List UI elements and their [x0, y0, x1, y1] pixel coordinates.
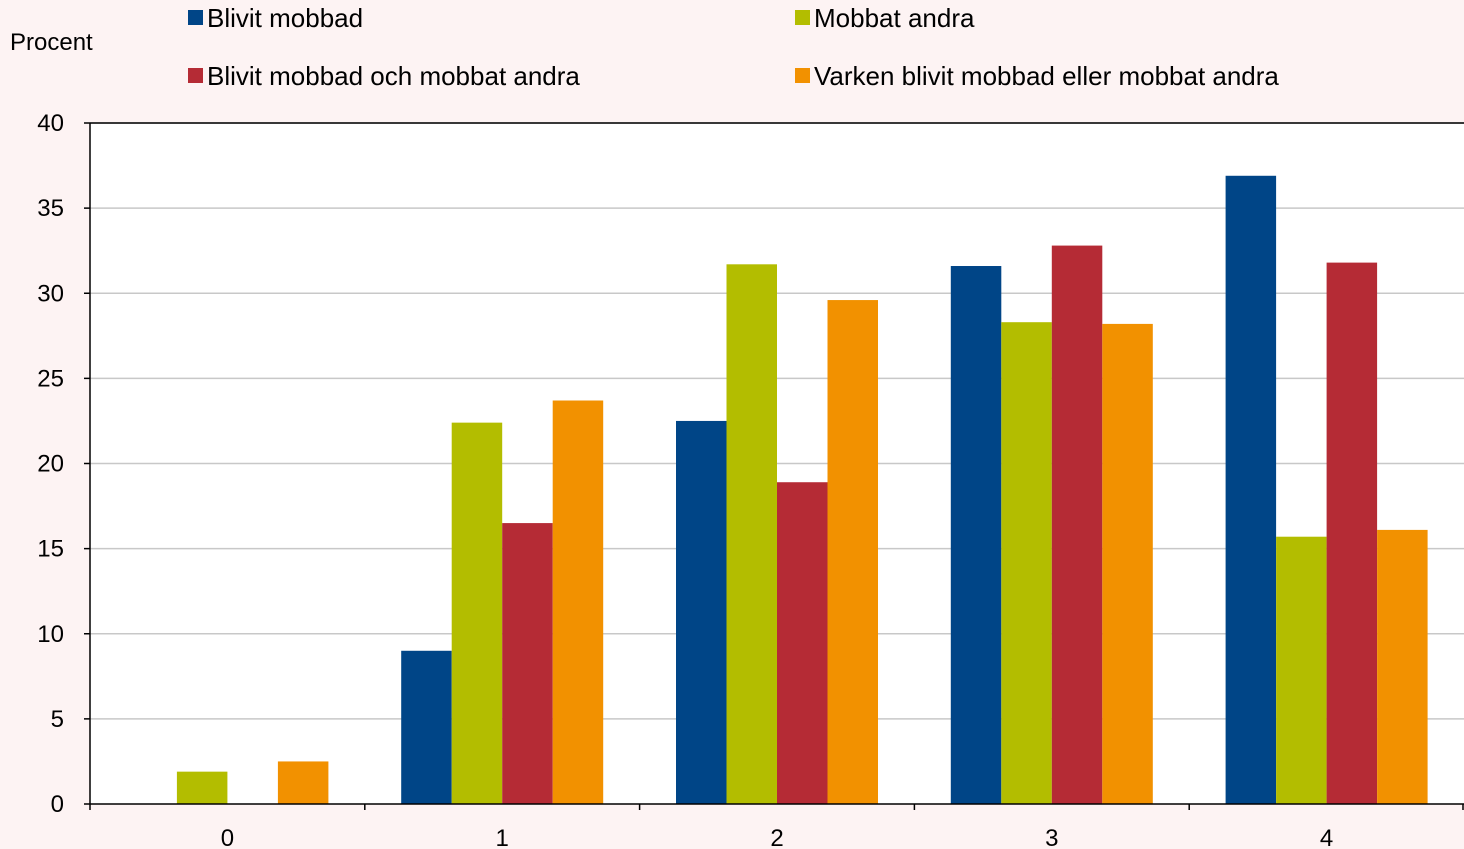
bar-2-3	[1051, 245, 1103, 804]
y-tick-label-0: 0	[51, 791, 64, 818]
bar-1-0	[176, 771, 228, 804]
legend-swatch-0	[188, 10, 203, 25]
y-tick-label-1: 5	[51, 706, 64, 733]
bar-1-2	[726, 264, 777, 804]
bars	[176, 175, 1428, 805]
bar-0-3	[950, 266, 1002, 804]
bar-3-0	[277, 761, 329, 804]
bar-3-4	[1377, 529, 1428, 804]
legend-label-2: Blivit mobbad och mobbat andra	[207, 61, 580, 91]
axes	[84, 122, 1464, 810]
legend-label-0: Blivit mobbad	[207, 3, 363, 33]
bar-0-4	[1225, 175, 1277, 805]
bar-1-3	[1001, 322, 1052, 804]
legend-swatch-2	[188, 68, 203, 83]
bar-0-1	[401, 650, 452, 804]
bar-2-2	[777, 482, 828, 804]
y-tick-label-7: 35	[37, 195, 64, 222]
y-tick-label-8: 40	[37, 110, 64, 137]
x-tick-label-2: 2	[770, 825, 783, 849]
x-tick-label-1: 1	[496, 825, 509, 849]
y-tick-label-4: 20	[37, 451, 64, 478]
y-tick-label-2: 10	[37, 621, 64, 648]
bar-3-2	[827, 300, 878, 804]
bar-3-3	[1102, 323, 1153, 804]
bar-2-4	[1326, 262, 1378, 805]
legend-label-3: Varken blivit mobbad eller mobbat andra	[814, 61, 1279, 91]
legend-swatch-3	[795, 68, 810, 83]
y-axis-title: Procent	[10, 29, 93, 56]
bar-3-1	[552, 400, 604, 804]
x-tick-label-4: 4	[1320, 825, 1333, 849]
x-tick-label-3: 3	[1045, 825, 1058, 849]
bar-0-2	[676, 420, 727, 804]
bar-1-4	[1276, 536, 1327, 804]
legend: Blivit mobbad Mobbat andra Blivit mobbad…	[188, 3, 1279, 91]
y-tick-label-6: 30	[37, 280, 64, 307]
y-tick-label-5: 25	[37, 365, 64, 392]
y-tick-label-3: 15	[37, 536, 64, 563]
x-tick-label-0: 0	[221, 825, 234, 849]
legend-label-1: Mobbat andra	[814, 3, 975, 33]
tick-labels: 0 5 10 15 20 25 30 35 40 0 1 2 3 4	[37, 110, 1333, 849]
bar-1-1	[451, 422, 503, 804]
bar-2-1	[502, 523, 553, 804]
legend-swatch-1	[795, 10, 810, 25]
